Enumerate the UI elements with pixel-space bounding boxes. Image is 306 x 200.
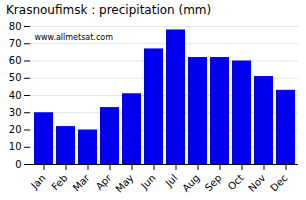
- svg-text:10: 10: [9, 141, 22, 152]
- svg-text:Aug: Aug: [180, 172, 202, 194]
- svg-text:Jan: Jan: [28, 172, 47, 191]
- svg-text:Sep: Sep: [203, 172, 224, 193]
- svg-text:Mar: Mar: [71, 172, 93, 194]
- svg-text:50: 50: [9, 72, 22, 83]
- svg-text:Oct: Oct: [226, 172, 246, 192]
- svg-text:80: 80: [9, 21, 22, 32]
- html-text:Krasnoufimsk : precipitation (: Krasnoufimsk : precipitation (mm): [6, 3, 212, 17]
- svg-text:40: 40: [9, 90, 22, 101]
- svg-text:Dec: Dec: [268, 172, 289, 193]
- svg-text:May: May: [113, 172, 135, 194]
- svg-text:Jul: Jul: [163, 172, 180, 189]
- svg-text:30: 30: [9, 107, 22, 118]
- svg-text:70: 70: [9, 38, 22, 49]
- svg-text:20: 20: [9, 124, 22, 135]
- svg-text:www.allmetsat.com: www.allmetsat.com: [35, 33, 114, 42]
- svg-text:Apr: Apr: [94, 172, 115, 193]
- svg-text:Feb: Feb: [49, 172, 69, 192]
- svg-text:60: 60: [9, 55, 22, 66]
- svg-text:Nov: Nov: [246, 172, 268, 194]
- svg-text:Jun: Jun: [138, 172, 158, 192]
- svg-text:0: 0: [15, 159, 21, 170]
